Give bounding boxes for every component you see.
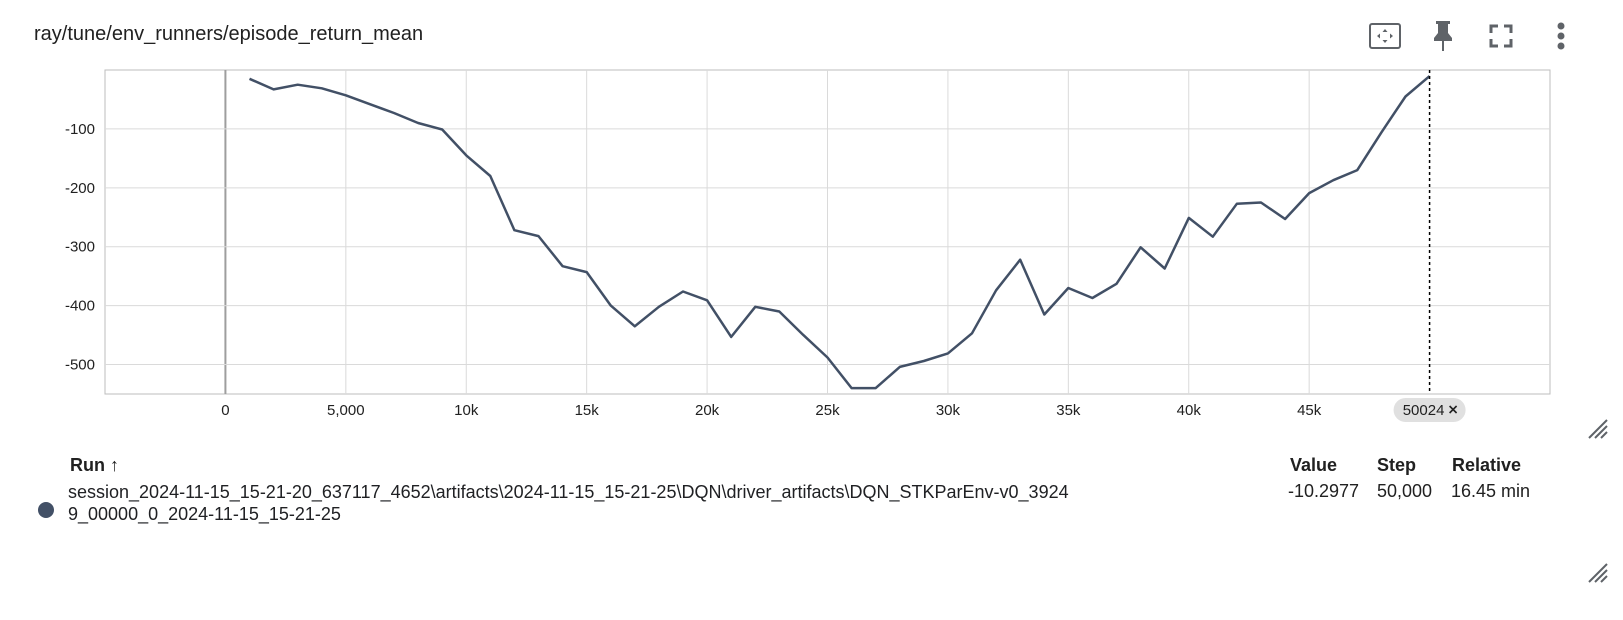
data-point[interactable] (585, 270, 589, 274)
x-tick-label: 0 (221, 402, 229, 419)
run-value: -10.2977 (1288, 481, 1360, 501)
data-point[interactable] (440, 127, 444, 131)
y-tick-label: -500 (65, 357, 95, 374)
data-point[interactable] (1355, 168, 1359, 172)
fit-domain-button[interactable] (1365, 18, 1405, 54)
pin-button[interactable] (1423, 18, 1463, 54)
table-resize-handle[interactable] (1587, 562, 1609, 584)
hover-step-label: 50024 (1403, 402, 1445, 419)
data-point[interactable] (826, 355, 830, 359)
data-point[interactable] (512, 228, 516, 232)
data-point[interactable] (1307, 191, 1311, 195)
data-point[interactable] (1090, 296, 1094, 300)
data-point[interactable] (609, 304, 613, 308)
y-tick-label: -100 (65, 121, 95, 138)
data-point[interactable] (1066, 286, 1070, 290)
x-tick-label: 20k (695, 402, 720, 419)
data-point[interactable] (705, 298, 709, 302)
value-column-header[interactable]: Value (1290, 455, 1338, 475)
data-point[interactable] (272, 87, 276, 91)
run-relative: 16.45 min (1451, 481, 1531, 501)
data-point[interactable] (416, 121, 420, 125)
data-point[interactable] (1018, 258, 1022, 262)
data-point[interactable] (753, 305, 757, 309)
data-point[interactable] (633, 324, 637, 328)
y-tick-label: -200 (65, 180, 95, 197)
grid-lines (104, 69, 1551, 395)
axis-ticks: 0 5,000 10k 15k 20k 25k 30k 35k 40k 45k -100 -200 -3… (65, 121, 1322, 419)
data-point[interactable] (1163, 267, 1167, 271)
data-point[interactable] (1139, 245, 1143, 249)
data-point[interactable] (1331, 178, 1335, 182)
x-tick-label: 45k (1297, 402, 1322, 419)
hover-step-chip[interactable] (1393, 398, 1466, 422)
data-point[interactable] (1379, 130, 1383, 134)
data-point[interactable] (1042, 312, 1046, 316)
data-point[interactable] (368, 102, 372, 106)
data-point[interactable] (488, 174, 492, 178)
data-point[interactable] (657, 305, 661, 309)
data-point[interactable] (537, 234, 541, 238)
data-point[interactable] (729, 335, 733, 339)
data-point[interactable] (1259, 201, 1263, 205)
x-tick-label: 30k (936, 402, 961, 419)
fit-domain-icon (1369, 23, 1401, 49)
run-color-swatch[interactable] (38, 502, 54, 518)
data-point[interactable] (320, 86, 324, 90)
data-point[interactable] (1115, 282, 1119, 286)
data-point[interactable] (392, 111, 396, 115)
step-column-header[interactable]: Step (1377, 455, 1417, 475)
data-point[interactable] (296, 83, 300, 87)
x-tick-label: 35k (1056, 402, 1081, 419)
data-point[interactable] (248, 77, 252, 81)
line-chart[interactable]: 0 5,000 10k 15k 20k 25k 30k 35k 40k 45k -100 -200 -3… (10, 60, 1623, 440)
data-point[interactable] (561, 264, 565, 268)
data-point[interactable] (994, 288, 998, 292)
data-point[interactable] (801, 333, 805, 337)
x-tick-label: 25k (815, 402, 840, 419)
data-point[interactable] (1404, 95, 1408, 99)
data-point[interactable] (946, 351, 950, 355)
data-point[interactable] (1211, 235, 1215, 239)
more-vert-icon (1557, 22, 1565, 50)
close-icon[interactable] (1449, 405, 1458, 414)
series-line (248, 75, 1431, 390)
data-point[interactable] (464, 153, 468, 157)
data-point[interactable] (1283, 217, 1287, 221)
more-options-button[interactable] (1543, 18, 1579, 54)
chart-resize-handle[interactable] (1587, 418, 1609, 440)
data-point[interactable] (1187, 216, 1191, 220)
run-name: session_2024-11-15_15-21-20_637117_4652\… (68, 482, 1069, 524)
data-point[interactable] (874, 386, 878, 390)
data-point[interactable] (777, 310, 781, 314)
card-title: ray/tune/env_runners/episode_return_mean (34, 23, 424, 45)
data-point[interactable] (344, 93, 348, 97)
hover-layer: 50024 (1393, 70, 1466, 422)
run-column-header[interactable]: Run ↑ (70, 455, 119, 475)
y-tick-label: -400 (65, 298, 95, 315)
data-point[interactable] (1235, 202, 1239, 206)
x-tick-label: 15k (575, 402, 600, 419)
data-point[interactable] (970, 331, 974, 335)
data-point[interactable] (850, 386, 854, 390)
fullscreen-button[interactable] (1481, 18, 1521, 54)
data-point[interactable] (898, 365, 902, 369)
x-tick-label: 10k (454, 402, 479, 419)
series-layer (248, 75, 1431, 390)
close-icon-stroke (1449, 405, 1458, 414)
data-point[interactable] (922, 359, 926, 363)
scalar-card: ray/tune/env_runners/episode_return_mean (10, 0, 1623, 620)
y-tick-label: -300 (65, 239, 95, 256)
x-tick-label: 40k (1177, 402, 1202, 419)
relative-column-header[interactable]: Relative (1452, 455, 1522, 475)
data-point[interactable] (681, 289, 685, 293)
pin-icon (1434, 21, 1452, 51)
fullscreen-icon (1489, 24, 1513, 48)
x-tick-label: 5,000 (327, 402, 365, 419)
run-step: 50,000 (1377, 481, 1433, 501)
